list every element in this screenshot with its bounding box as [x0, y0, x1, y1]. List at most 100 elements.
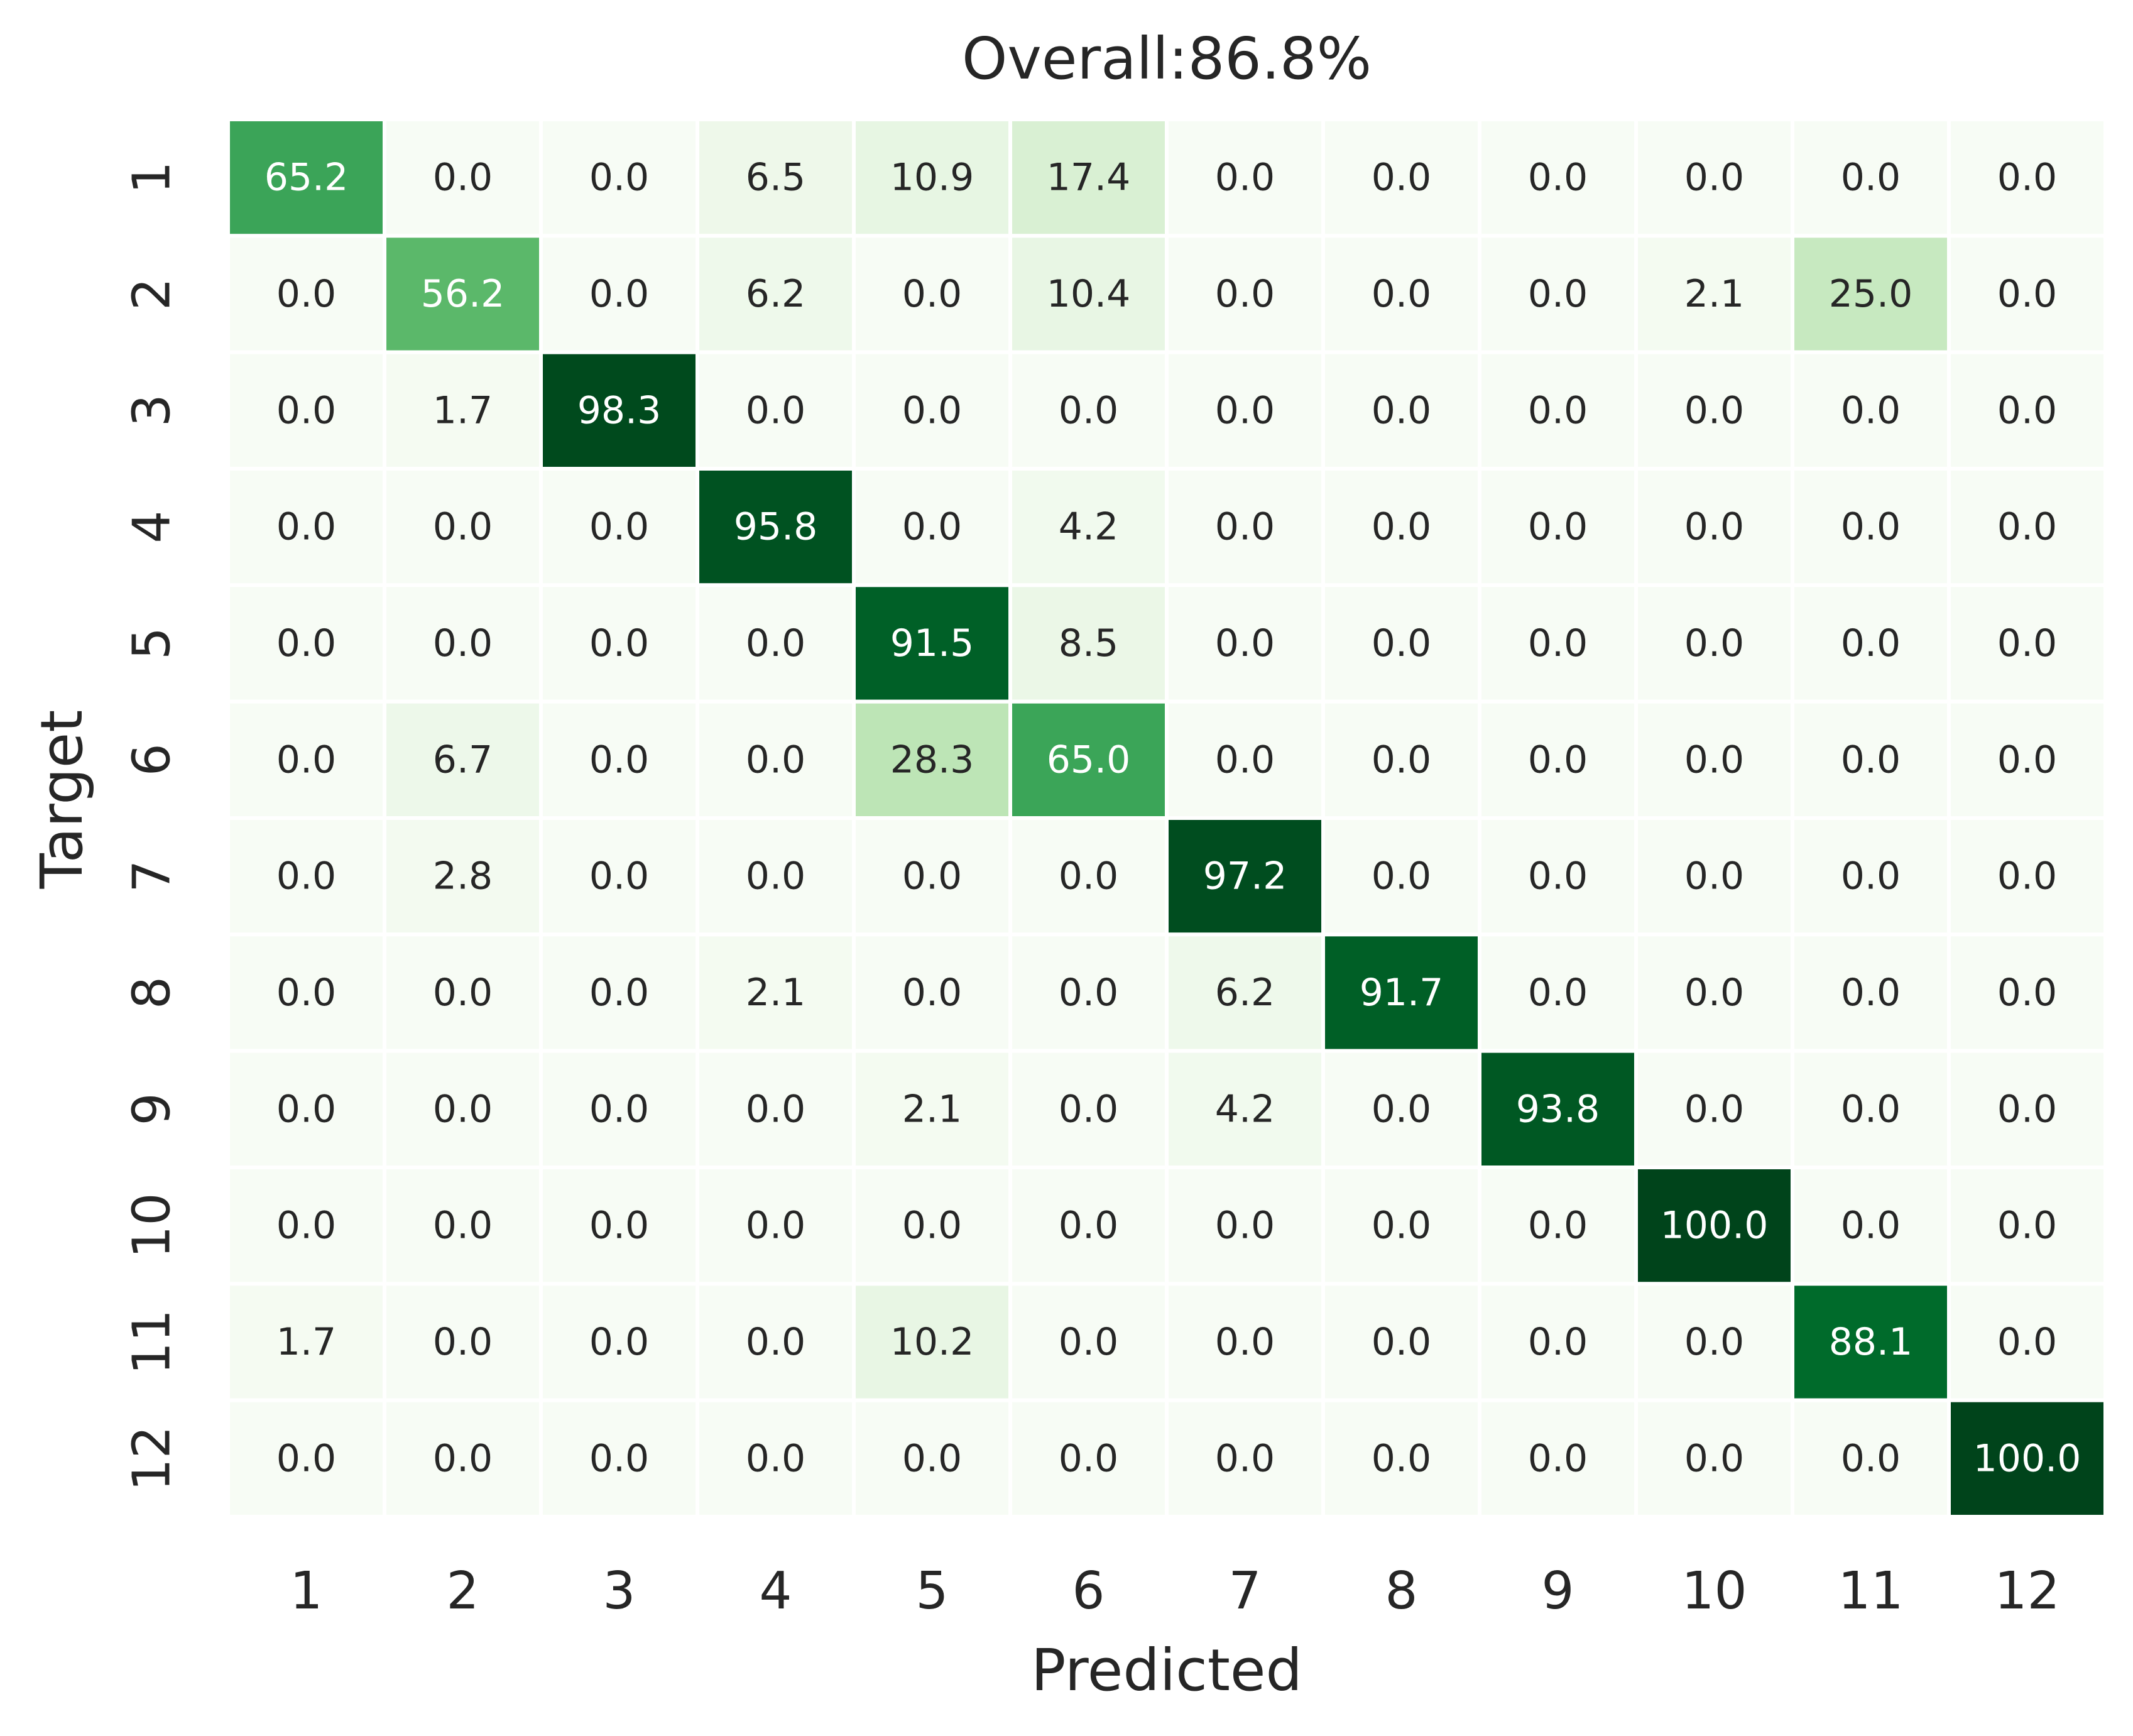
heatmap-cell — [1321, 699, 1481, 820]
cell-value-label: 10.2 — [890, 1320, 974, 1364]
cell-value-label: 0.0 — [746, 1436, 805, 1480]
cell-value-label: 0.0 — [1372, 272, 1431, 316]
cell-value-label: 0.0 — [1841, 1087, 1901, 1131]
x-tick-label: 11 — [1838, 1561, 1903, 1621]
cell-value-label: 8.5 — [1059, 621, 1118, 665]
cell-value-label: 0.0 — [746, 388, 805, 432]
heatmap-cell — [696, 350, 856, 471]
y-tick-label: 8 — [123, 976, 182, 1009]
cell-value-label: 0.0 — [1841, 738, 1901, 782]
cell-value-label: 0.0 — [589, 738, 649, 782]
y-axis-label: Target — [28, 710, 95, 890]
cell-value-label: 0.0 — [276, 621, 336, 665]
cell-value-label: 0.0 — [589, 156, 649, 200]
cell-value-label: 17.4 — [1047, 156, 1131, 200]
x-tick-label: 10 — [1681, 1561, 1747, 1621]
heatmap-cell — [1947, 117, 2107, 238]
cell-value-label: 0.0 — [276, 272, 336, 316]
cell-value-label: 91.5 — [890, 621, 974, 665]
heatmap-cell — [226, 1049, 386, 1169]
cell-value-label: 0.0 — [1997, 1320, 2057, 1364]
heatmap-cell — [226, 932, 386, 1053]
heatmap-cell — [383, 117, 543, 238]
heatmap-cell — [852, 234, 1012, 354]
cell-value-label: 0.0 — [1528, 854, 1588, 898]
heatmap-cell — [1947, 234, 2107, 354]
cell-value-label: 0.0 — [1684, 505, 1744, 549]
heatmap-cell — [226, 1282, 386, 1402]
y-tick-label: 6 — [123, 743, 182, 776]
heatmap-cell — [1165, 932, 1325, 1053]
cell-value-label: 0.0 — [1372, 854, 1431, 898]
cell-value-label: 0.0 — [433, 971, 493, 1015]
heatmap-cell — [1791, 1049, 1951, 1169]
cell-value-label: 2.1 — [1684, 272, 1744, 316]
heatmap-cell — [1947, 1398, 2107, 1519]
cell-value-label: 0.0 — [1997, 621, 2057, 665]
heatmap-cell — [1165, 1282, 1325, 1402]
x-tick-label: 9 — [1541, 1561, 1574, 1621]
cell-value-label: 0.0 — [1372, 1436, 1431, 1480]
cell-value-label: 0.0 — [433, 1204, 493, 1248]
cell-value-label: 4.2 — [1059, 505, 1118, 549]
heatmap-cell — [852, 1398, 1012, 1519]
heatmap-cell — [1008, 467, 1169, 587]
cell-value-label: 0.0 — [433, 621, 493, 665]
cell-value-label: 10.9 — [890, 156, 974, 200]
heatmap-cell — [226, 816, 386, 937]
cell-value-label: 0.0 — [589, 272, 649, 316]
heatmap-cell — [1165, 350, 1325, 471]
cell-value-label: 2.8 — [433, 854, 493, 898]
heatmap-cell — [1321, 1049, 1481, 1169]
cell-value-label: 0.0 — [1997, 971, 2057, 1015]
cell-value-label: 0.0 — [1997, 272, 2057, 316]
cell-value-label: 0.0 — [746, 1320, 805, 1364]
heatmap-cell — [852, 583, 1012, 704]
cell-value-label: 56.2 — [421, 272, 505, 316]
heatmap-cell — [1791, 234, 1951, 354]
heatmap-cell — [1478, 234, 1638, 354]
heatmap-cell — [539, 1282, 699, 1402]
heatmap-cell — [1791, 1398, 1951, 1519]
y-tick-label: 4 — [123, 511, 182, 543]
cell-value-label: 28.3 — [890, 738, 974, 782]
heatmap-cell — [226, 583, 386, 704]
cell-value-label: 0.0 — [1059, 854, 1118, 898]
chart-title: Overall:86.8% — [962, 25, 1372, 92]
cell-value-label: 0.0 — [589, 505, 649, 549]
cell-value-label: 0.0 — [276, 1087, 336, 1131]
x-tick-label: 12 — [1994, 1561, 2059, 1621]
cell-value-label: 0.0 — [1372, 1087, 1431, 1131]
heatmap-cell — [226, 467, 386, 587]
cell-value-label: 0.0 — [1684, 1087, 1744, 1131]
x-axis-tick-labels: 1 2 3 4 5 6 7 8 9 10 11 12 — [290, 1561, 2059, 1621]
cell-value-label: 0.0 — [1684, 738, 1744, 782]
cell-value-label: 0.0 — [1059, 388, 1118, 432]
cell-value-label: 0.0 — [1841, 156, 1901, 200]
heatmap-cell — [852, 350, 1012, 471]
heatmap-cell — [1791, 583, 1951, 704]
cell-value-label: 100.0 — [1973, 1436, 2081, 1480]
cell-value-label: 0.0 — [1841, 1436, 1901, 1480]
cell-value-label: 0.0 — [1372, 156, 1431, 200]
heatmap-cell — [539, 350, 699, 471]
cell-value-label: 4.2 — [1215, 1087, 1275, 1131]
cell-value-label: 0.0 — [902, 1204, 962, 1248]
heatmap-cell — [1321, 117, 1481, 238]
x-tick-label: 3 — [603, 1561, 635, 1621]
cell-value-label: 0.0 — [589, 621, 649, 665]
heatmap-cell — [1947, 1166, 2107, 1286]
y-tick-label: 9 — [123, 1093, 182, 1125]
cell-value-label: 91.7 — [1360, 971, 1444, 1015]
cell-value-label: 65.0 — [1047, 738, 1131, 782]
cell-value-label: 0.0 — [1997, 388, 2057, 432]
cell-value-label: 2.1 — [902, 1087, 962, 1131]
cell-value-label: 0.0 — [1528, 272, 1588, 316]
heatmap-cell — [1478, 467, 1638, 587]
cell-value-label: 0.0 — [1841, 1204, 1901, 1248]
cell-value-label: 0.0 — [1215, 1436, 1275, 1480]
y-tick-label: 3 — [123, 394, 182, 427]
y-tick-label: 7 — [123, 860, 182, 893]
cell-value-label: 0.0 — [433, 1320, 493, 1364]
